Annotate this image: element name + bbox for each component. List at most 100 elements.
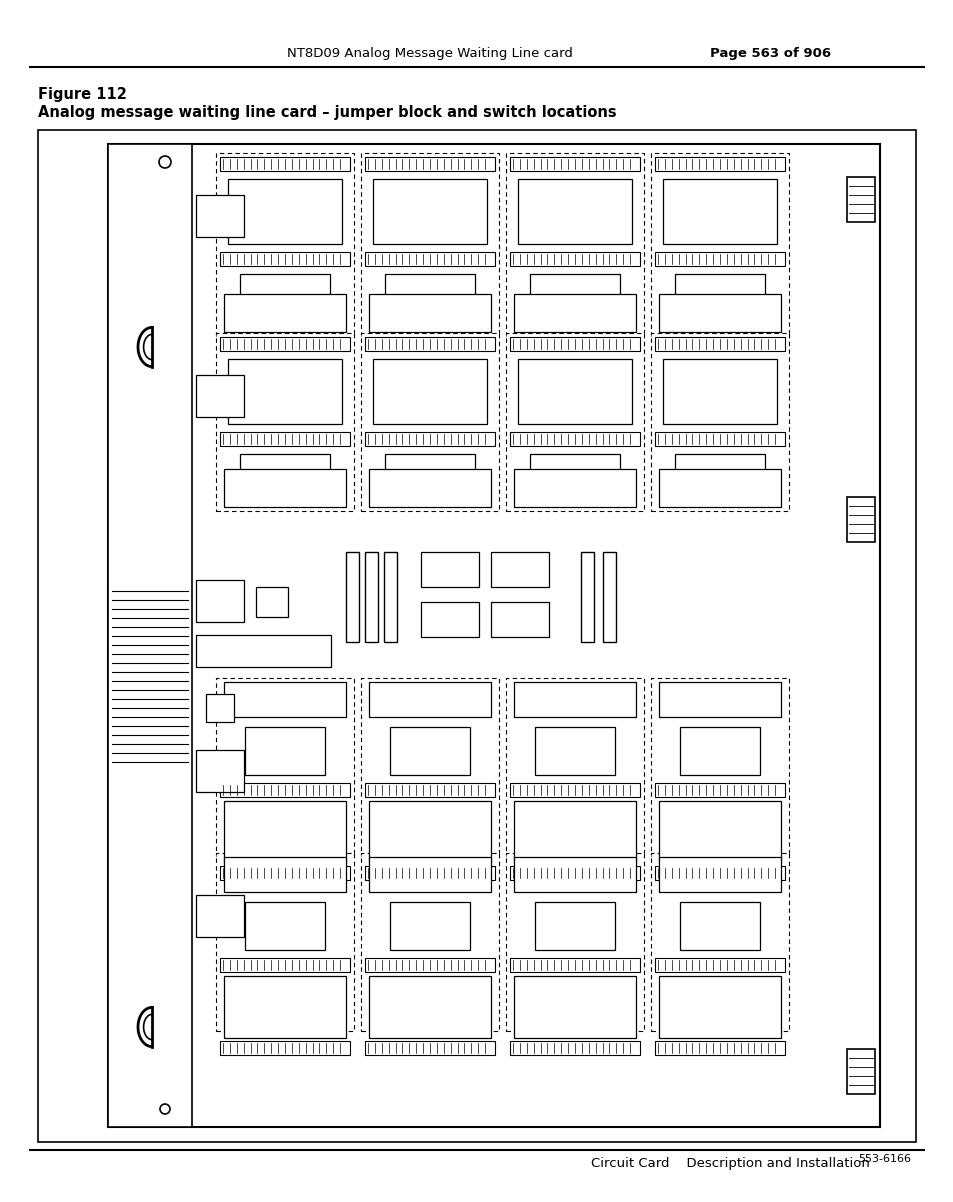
Bar (659, 682, 781, 718)
Bar (224, 294, 346, 332)
Bar (514, 976, 636, 1039)
Bar (602, 552, 616, 642)
Bar (195, 750, 244, 792)
Bar (846, 177, 874, 222)
Bar (650, 333, 788, 511)
Bar (369, 976, 491, 1039)
Bar (369, 469, 491, 507)
Bar (365, 552, 377, 642)
Bar (220, 432, 350, 446)
Bar (659, 976, 781, 1039)
Bar (206, 694, 233, 722)
Bar (365, 783, 495, 797)
Bar (220, 1041, 350, 1055)
Bar (491, 602, 548, 637)
Bar (195, 635, 331, 667)
Bar (510, 783, 639, 797)
Bar (228, 179, 341, 244)
Bar (365, 337, 495, 351)
Bar (108, 144, 879, 1127)
Bar (346, 552, 358, 642)
Bar (384, 552, 396, 642)
Bar (655, 865, 784, 880)
Bar (220, 157, 350, 171)
Bar (385, 274, 475, 316)
Bar (215, 853, 354, 1031)
Bar (510, 958, 639, 972)
Bar (655, 432, 784, 446)
Bar (675, 454, 764, 496)
Bar (679, 727, 760, 775)
Bar (390, 727, 470, 775)
Bar (535, 902, 615, 950)
Bar (245, 902, 325, 950)
Text: Analog message waiting line card – jumper block and switch locations: Analog message waiting line card – jumpe… (38, 105, 616, 119)
Bar (505, 333, 643, 511)
Bar (655, 1041, 784, 1055)
Bar (650, 853, 788, 1031)
Bar (659, 857, 781, 892)
Bar (517, 179, 631, 244)
Bar (510, 252, 639, 266)
Bar (517, 359, 631, 424)
Bar (530, 454, 619, 496)
Bar (505, 853, 643, 1031)
Bar (491, 552, 548, 587)
Bar (659, 801, 781, 863)
Bar (360, 153, 498, 337)
Bar (220, 958, 350, 972)
Bar (108, 144, 192, 1127)
Bar (659, 294, 781, 332)
Bar (514, 682, 636, 718)
Bar (655, 337, 784, 351)
Bar (580, 552, 594, 642)
Bar (365, 252, 495, 266)
Text: 553-6166: 553-6166 (857, 1154, 910, 1164)
Text: Figure 112: Figure 112 (38, 87, 127, 101)
Bar (228, 359, 341, 424)
Bar (220, 252, 350, 266)
Bar (360, 333, 498, 511)
Bar (514, 801, 636, 863)
Bar (655, 252, 784, 266)
Bar (373, 179, 486, 244)
Bar (420, 602, 478, 637)
Bar (650, 678, 788, 856)
Bar (365, 865, 495, 880)
Bar (240, 454, 330, 496)
Bar (505, 153, 643, 337)
Bar (215, 333, 354, 511)
Bar (195, 375, 244, 417)
Bar (510, 1041, 639, 1055)
Bar (846, 496, 874, 542)
Text: Circuit Card    Description and Installation: Circuit Card Description and Installatio… (591, 1158, 869, 1171)
Bar (224, 801, 346, 863)
Bar (675, 274, 764, 316)
Bar (195, 895, 244, 938)
Bar (510, 157, 639, 171)
Bar (510, 337, 639, 351)
Bar (215, 153, 354, 337)
Bar (365, 157, 495, 171)
Text: Page 563 of 906: Page 563 of 906 (709, 48, 830, 60)
Bar (420, 552, 478, 587)
Bar (390, 902, 470, 950)
Bar (505, 678, 643, 856)
Bar (369, 682, 491, 718)
Bar (655, 157, 784, 171)
Bar (535, 727, 615, 775)
Text: NT8D09 Analog Message Waiting Line card: NT8D09 Analog Message Waiting Line card (287, 48, 573, 60)
Bar (530, 274, 619, 316)
Bar (224, 976, 346, 1039)
Bar (365, 958, 495, 972)
Bar (224, 857, 346, 892)
Bar (38, 130, 915, 1142)
Bar (659, 469, 781, 507)
Bar (662, 179, 776, 244)
Bar (195, 195, 244, 237)
Bar (514, 294, 636, 332)
Bar (245, 727, 325, 775)
Bar (365, 1041, 495, 1055)
Bar (369, 857, 491, 892)
Bar (846, 1049, 874, 1094)
